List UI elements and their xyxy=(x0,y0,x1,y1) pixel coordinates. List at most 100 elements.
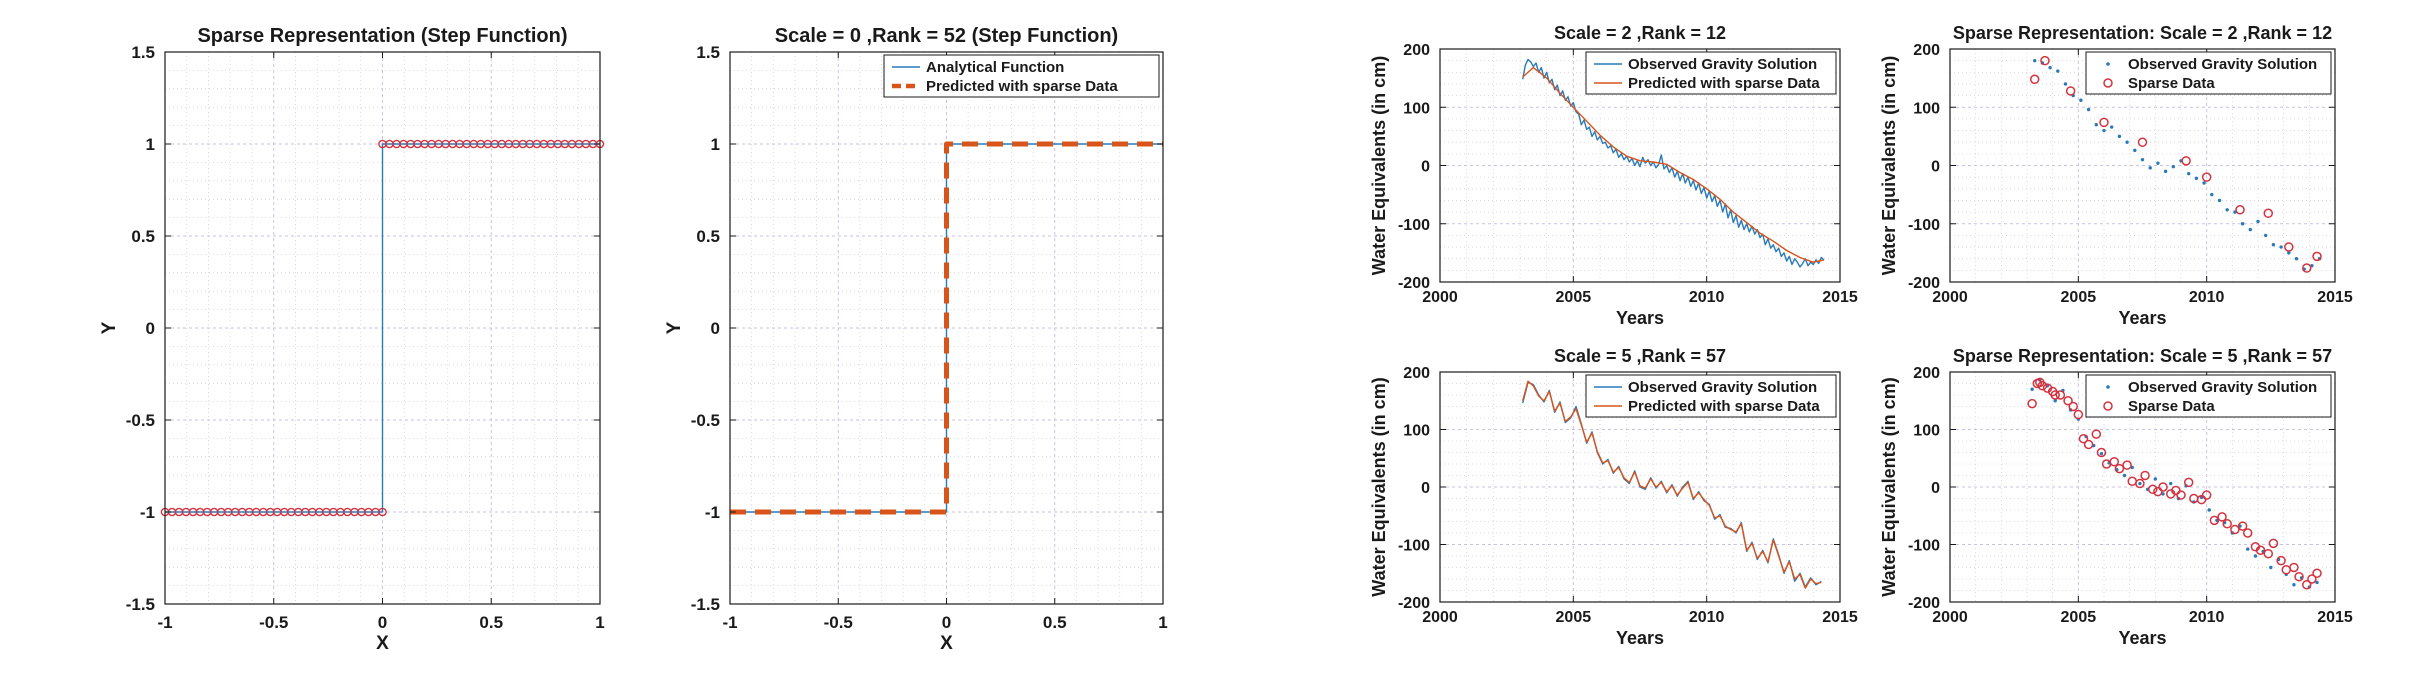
legend-swatch xyxy=(2106,62,2110,66)
x-tick-label: 2000 xyxy=(1932,289,1968,306)
x-tick-label: 2000 xyxy=(1422,609,1458,626)
legend-label: Observed Gravity Solution xyxy=(1628,56,1817,73)
data-point xyxy=(2276,555,2286,566)
x-tick-label: 2015 xyxy=(1822,609,1858,626)
data-point xyxy=(2094,123,2098,127)
data-point xyxy=(2176,490,2186,500)
y-tick-label: 100 xyxy=(1403,100,1430,117)
legend-label: Observed Gravity Solution xyxy=(1628,379,1817,396)
x-tick-label: 0.5 xyxy=(1043,613,1067,632)
x-tick-label: 2010 xyxy=(1689,289,1725,306)
data-point xyxy=(2209,515,2220,526)
data-point xyxy=(2140,157,2145,162)
y-tick-label: -100 xyxy=(1908,538,1940,555)
x-tick-label: 2005 xyxy=(2061,289,2097,306)
data-point xyxy=(2091,429,2102,439)
data-point xyxy=(2110,125,2114,129)
data-point xyxy=(2029,74,2040,85)
legend-item: Observed Gravity Solution xyxy=(2106,56,2317,73)
data-point xyxy=(2078,433,2089,444)
legend-item: Observed Gravity Solution xyxy=(2106,379,2317,396)
y-tick-label: -200 xyxy=(1908,275,1940,292)
legend-label: Predicted with sparse Data xyxy=(1628,75,1820,92)
data-point xyxy=(2289,562,2299,573)
y-tick-label: 1 xyxy=(146,135,155,154)
y-tick-label: -100 xyxy=(1908,217,1940,234)
x-tick-label: 0 xyxy=(378,613,387,632)
chart-title: Sparse Representation: Scale = 5 ,Rank =… xyxy=(1953,346,2332,366)
y-tick-label: 0 xyxy=(1421,159,1430,176)
legend-item: Predicted with sparse Data xyxy=(1594,75,1820,92)
series-line-2 xyxy=(1522,380,1822,589)
y-tick-label: 200 xyxy=(1403,42,1430,59)
data-point xyxy=(2217,512,2227,522)
data-point xyxy=(2169,481,2173,486)
y-tick-label: 100 xyxy=(1403,423,1430,440)
y-tick-label: -200 xyxy=(1908,595,1940,612)
data-point xyxy=(2086,107,2091,112)
y-axis-label: Y xyxy=(664,321,685,334)
legend: Observed Gravity Solution Sparse Data xyxy=(2085,51,2332,95)
x-tick-label: 2015 xyxy=(2317,289,2353,306)
y-axis-label: Water Equivalents (in cm) xyxy=(1879,377,1899,596)
data-point xyxy=(2063,82,2068,86)
chart-panel-4: 2000 2005 2010 2015 -200 -100 0 100 200 Sparse Re… xyxy=(1879,23,2353,328)
y-tick-label: -1 xyxy=(705,503,720,522)
data-point xyxy=(2148,166,2152,170)
chart-panel-5: 2000 2005 2010 2015 -200 -100 0 100 200 Scale = 5… xyxy=(1369,346,1858,648)
data-point xyxy=(2302,580,2312,590)
x-tick-label: 2005 xyxy=(1556,289,1592,306)
x-axis-label: X xyxy=(940,633,953,654)
chart-title: Scale = 0 ,Rank = 52 (Step Function) xyxy=(775,25,1118,47)
data-point xyxy=(2237,521,2248,531)
series-line-2 xyxy=(1522,66,1825,263)
y-tick-label: 200 xyxy=(1913,42,1940,59)
x-axis-label: Years xyxy=(1616,308,1664,328)
y-tick-label: 0 xyxy=(1421,480,1430,497)
legend-label: Analytical Function xyxy=(926,59,1064,76)
series-group xyxy=(2027,377,2322,590)
data-point xyxy=(2171,164,2175,169)
y-tick-label: 0.5 xyxy=(696,227,720,246)
chart-title: Scale = 2 ,Rank = 12 xyxy=(1554,23,1726,43)
data-point xyxy=(2117,134,2122,139)
x-tick-label: 2010 xyxy=(2189,609,2225,626)
x-axis-label: Years xyxy=(2118,628,2166,648)
data-point xyxy=(2202,181,2206,185)
data-point xyxy=(2235,205,2245,215)
x-tick-label: 0 xyxy=(942,613,951,632)
x-tick-label: 2010 xyxy=(1689,609,1725,626)
legend-box xyxy=(1585,374,1837,418)
data-point xyxy=(2246,547,2250,551)
data-point xyxy=(2063,396,2073,406)
y-tick-label: 0 xyxy=(711,319,720,338)
data-point xyxy=(2065,86,2076,96)
legend-box xyxy=(2085,51,2332,95)
y-tick-label: 0.5 xyxy=(131,227,155,246)
legend-item: Observed Gravity Solution xyxy=(1594,379,1817,396)
legend-item: Predicted with sparse Data xyxy=(1594,398,1820,415)
data-point xyxy=(2240,222,2245,226)
y-tick-label: 100 xyxy=(1913,423,1940,440)
x-tick-label: 2000 xyxy=(1422,289,1458,306)
data-point xyxy=(2183,477,2194,488)
x-tick-label: 2005 xyxy=(2061,609,2097,626)
x-axis-label: X xyxy=(376,633,389,654)
data-point xyxy=(2114,463,2125,474)
legend-item: Sparse Data xyxy=(2103,75,2215,92)
legend-label: Predicted with sparse Data xyxy=(926,78,1118,95)
legend-swatch xyxy=(2103,401,2113,411)
data-point xyxy=(2279,245,2283,249)
series-group xyxy=(1522,380,1822,589)
chart-title: Sparse Representation (Step Function) xyxy=(197,25,567,47)
x-tick-label: 1 xyxy=(595,613,604,632)
data-point xyxy=(2030,387,2034,391)
legend-item: Sparse Data xyxy=(2103,398,2215,415)
data-point xyxy=(2210,192,2214,197)
y-tick-label: 0 xyxy=(146,319,155,338)
data-point xyxy=(2153,477,2158,481)
series-group xyxy=(1522,58,1825,268)
legend-swatch xyxy=(2103,78,2113,88)
data-point xyxy=(2027,398,2037,409)
data-point xyxy=(2079,98,2083,102)
